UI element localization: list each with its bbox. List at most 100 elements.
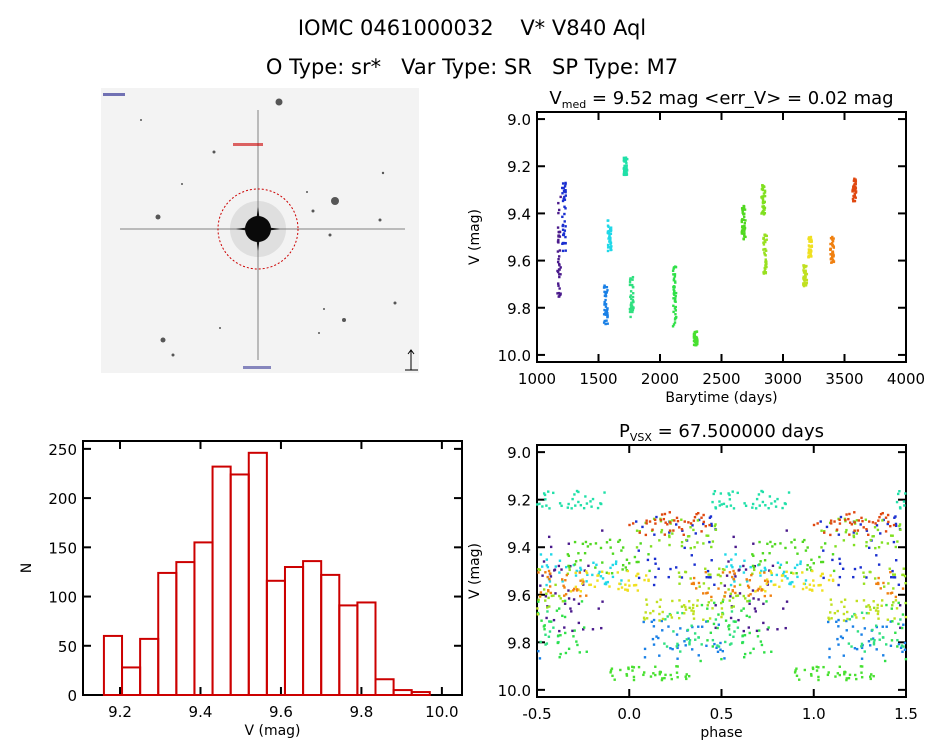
phased-point	[590, 505, 593, 508]
phased-point	[855, 519, 859, 522]
phased-point	[586, 573, 589, 577]
phased-point	[901, 587, 905, 590]
phased-point	[853, 647, 857, 650]
phased-point	[891, 620, 894, 623]
phased-point	[658, 605, 662, 609]
phased-point	[894, 631, 897, 634]
phased-point	[834, 545, 837, 548]
phased-point	[886, 513, 890, 517]
light-curve-point	[607, 225, 610, 229]
phased-point	[614, 562, 618, 566]
phased-point	[573, 563, 577, 566]
light-curve-point	[628, 280, 632, 284]
phased-point	[767, 626, 770, 629]
phased-point	[626, 569, 630, 573]
phased-point	[846, 617, 849, 621]
phased-point	[566, 553, 570, 556]
phased-point	[867, 612, 870, 615]
phased-point	[753, 607, 757, 610]
phased-point	[873, 526, 877, 529]
light-curve-point	[630, 308, 633, 312]
y-tick-label: 9.0	[507, 111, 531, 129]
phased-point	[728, 498, 732, 501]
light-curve-point	[557, 238, 560, 242]
phased-point	[868, 675, 872, 678]
phased-point	[793, 566, 797, 570]
phased-point	[896, 645, 899, 648]
phased-point	[816, 522, 819, 525]
star	[311, 209, 315, 213]
phased-point	[772, 583, 776, 587]
phased-point	[758, 571, 762, 575]
phased-point	[643, 578, 646, 582]
phased-point	[643, 618, 646, 621]
phased-point	[713, 490, 717, 493]
phased-point	[811, 667, 815, 671]
light-curve-point	[695, 341, 699, 344]
phased-point	[702, 520, 706, 524]
phased-point	[565, 565, 568, 569]
phased-point	[664, 521, 667, 524]
phased-point	[668, 529, 672, 532]
light-curve-point	[831, 250, 835, 253]
phased-point	[769, 594, 772, 597]
phased-point	[657, 567, 660, 570]
phased-point	[537, 649, 540, 653]
phased-point	[568, 568, 571, 572]
phased-point	[569, 607, 572, 610]
phased-point	[561, 600, 565, 603]
y-tick-label: 9.8	[507, 300, 531, 318]
phased-point	[549, 572, 552, 575]
phased-point	[579, 579, 582, 582]
x-axis-label: phase	[700, 725, 742, 741]
phased-point	[598, 570, 601, 574]
light-curve-point	[561, 182, 565, 185]
phased-point	[829, 533, 832, 537]
phased-point	[795, 667, 798, 670]
light-curve-point	[630, 301, 633, 305]
light-curve-point	[629, 290, 633, 293]
phased-point	[552, 491, 555, 495]
phased-point	[732, 620, 735, 623]
phased-point	[868, 520, 871, 523]
phased-point	[664, 618, 667, 621]
phased-point	[689, 546, 692, 550]
phased-point	[631, 669, 634, 672]
phased-point	[708, 617, 712, 620]
phased-point	[740, 609, 743, 612]
light-curve-point	[604, 292, 607, 296]
phased-point	[661, 610, 664, 614]
phased-point	[828, 647, 831, 651]
phased-point	[812, 584, 816, 587]
phased-point	[730, 558, 733, 561]
light-curve-point	[629, 277, 632, 281]
phased-point	[557, 564, 561, 568]
phased-point	[704, 525, 707, 528]
light-curve-point	[561, 192, 564, 195]
phased-point	[663, 676, 666, 680]
phased-point	[827, 618, 831, 621]
phased-point	[756, 635, 760, 638]
phased-point	[714, 523, 717, 526]
phased-point	[658, 654, 661, 657]
phased-point	[585, 650, 588, 653]
phased-point	[882, 654, 885, 657]
phased-point	[682, 604, 686, 607]
phased-point	[652, 618, 656, 622]
light-curve-point	[607, 219, 610, 222]
light-curve-point	[695, 338, 698, 342]
light-curve-point	[829, 248, 832, 252]
phased-point	[694, 638, 697, 641]
phased-point	[639, 542, 642, 545]
light-curve-point	[564, 235, 567, 239]
light-curve-point	[760, 195, 764, 199]
phased-point	[599, 575, 603, 578]
phased-point	[817, 584, 820, 587]
phased-point	[897, 622, 900, 626]
phased-point	[573, 540, 577, 544]
phased-point	[607, 572, 611, 575]
phased-point	[848, 533, 851, 536]
star	[323, 308, 325, 310]
phased-point	[821, 589, 824, 592]
phased-point	[868, 570, 871, 574]
